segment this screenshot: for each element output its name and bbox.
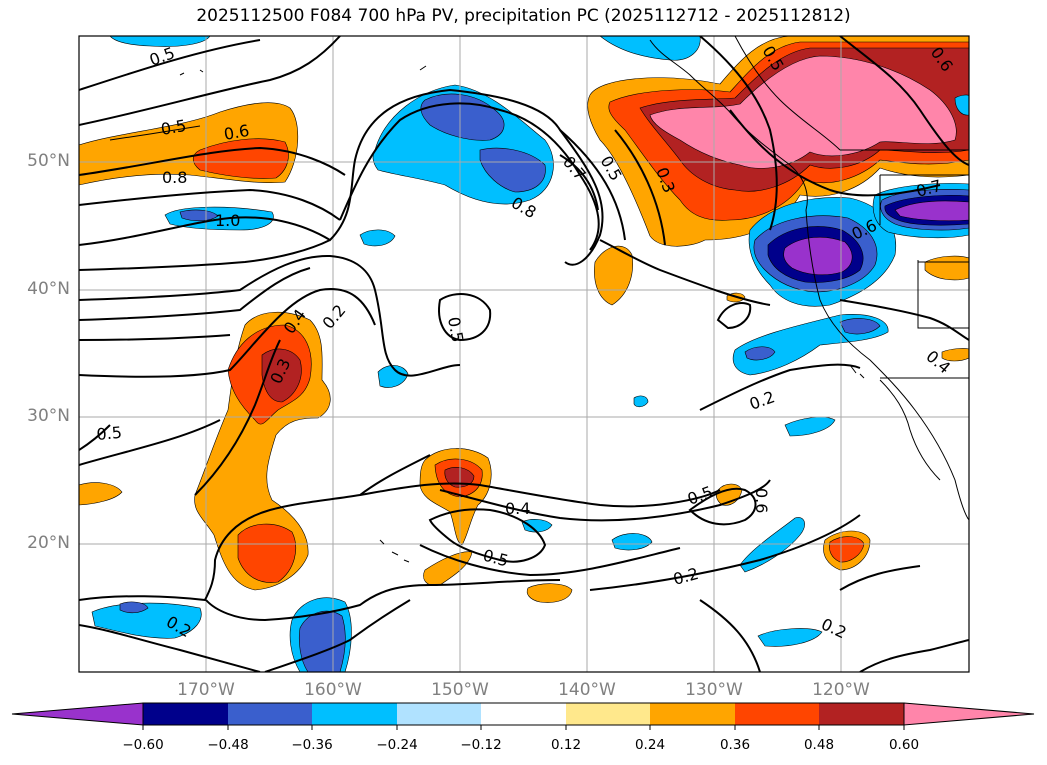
contour-label: 0.8 — [162, 168, 187, 187]
colorbar-tick-label: 0.48 — [803, 737, 835, 753]
lat-label: 40°N — [27, 279, 70, 299]
lat-label: 20°N — [27, 533, 70, 553]
neg-region-35n-125w-blue — [839, 318, 881, 335]
lon-label: 150°W — [431, 680, 489, 700]
graticule — [79, 36, 969, 672]
neg-region-top-1 — [109, 36, 211, 47]
contour-label: 0.5 — [96, 423, 123, 444]
lon-label: 160°W — [304, 680, 362, 700]
lon-label: 140°W — [558, 680, 616, 700]
filled-regions — [79, 36, 969, 672]
colorbar-swatch — [143, 703, 228, 725]
neg-region-14n-160w-blue — [298, 610, 346, 672]
contour-label: 0.5 — [159, 116, 187, 139]
neg-region-small-f — [784, 416, 836, 437]
neg-region-16n-175w-blue — [119, 601, 149, 614]
neg-region-small-e — [739, 517, 805, 573]
contour-label-group: 0.5 0.5 0.6 0.8 1.0 0.7 0.5 0.8 0.3 0.5 … — [96, 43, 957, 643]
colorbar-tick-label: −0.24 — [376, 737, 418, 753]
pos-region-small-4-red — [829, 536, 865, 563]
colorbar-tick-label: −0.48 — [207, 737, 249, 753]
contour-label: 0.6 — [222, 121, 250, 144]
colorbar-tick-label: −0.60 — [122, 737, 164, 753]
lon-label: 170°W — [177, 680, 235, 700]
neg-region-small-d — [521, 519, 553, 533]
contour-label: 0.6 — [752, 488, 771, 513]
neg-region-small-b — [377, 365, 409, 388]
neg-region-45n-150w-blue2 — [479, 147, 546, 193]
colorbar-tick-label: −0.36 — [291, 737, 333, 753]
colorbar-swatch — [228, 703, 312, 725]
lat-label: 50°N — [27, 151, 70, 171]
colorbar-swatch — [397, 703, 481, 725]
contour-label: 0.4 — [505, 499, 530, 518]
colorbar-extend-high — [903, 702, 1035, 726]
pos-region-small-2 — [526, 583, 573, 603]
colorbar-tick-label: 0.60 — [888, 737, 920, 753]
contour-label: 0.5 — [444, 315, 467, 343]
neg-region-42n-125w-purple — [783, 236, 853, 276]
lon-label: 120°W — [812, 680, 870, 700]
colorbar-swatch — [819, 703, 904, 725]
pos-region-subtropical-sw — [237, 523, 296, 583]
colorbar-swatch — [566, 703, 650, 725]
colorbar-tick-label: 0.36 — [719, 737, 751, 753]
colorbar-swatch — [650, 703, 735, 725]
pos-region-small-6 — [79, 482, 123, 506]
colorbar-swatch — [735, 703, 819, 725]
lon-label: 130°W — [685, 680, 743, 700]
pos-region-small-8 — [941, 348, 969, 362]
neg-region-small-g — [757, 628, 823, 647]
neg-region-35n-125w-blue2 — [744, 346, 776, 361]
colorbar-tick-label: 0.24 — [634, 737, 666, 753]
colorbar — [11, 702, 1035, 730]
contour-label: 1.0 — [215, 211, 240, 230]
neg-region-small-h — [633, 395, 649, 408]
lat-label: 30°N — [27, 406, 70, 426]
pos-region-subtropical-band-darkred — [261, 348, 302, 403]
map-frame — [78, 35, 970, 673]
colorbar-swatch — [312, 703, 397, 725]
neg-region-top-3 — [954, 94, 969, 116]
colorbar-extend-low — [11, 702, 144, 726]
neg-region-small-c — [611, 533, 653, 551]
neg-region-47n-170w-blue — [179, 209, 219, 222]
neg-region-47n-115w-purple — [894, 200, 969, 222]
map-title: 2025112500 F084 700 hPa PV, precipitatio… — [196, 6, 851, 26]
colorbar-tick-label: −0.12 — [460, 737, 502, 753]
neg-region-small-a — [359, 229, 396, 247]
pv-contours — [79, 36, 969, 672]
colorbar-swatch — [481, 703, 566, 725]
pos-region-gulf-alaska-pink — [649, 55, 957, 169]
colorbar-tick-label: 0.12 — [550, 737, 582, 753]
